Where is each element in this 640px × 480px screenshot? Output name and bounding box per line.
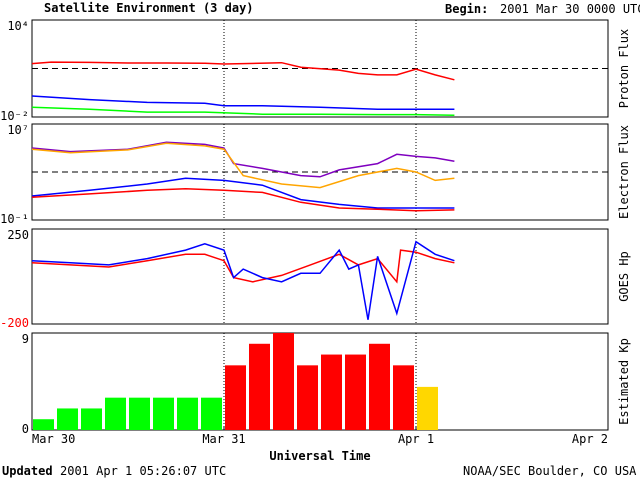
goes_hp-frame [31,228,609,325]
kp-bar [153,397,174,430]
x-tick-label: Apr 2 [572,432,608,446]
goes_hp-series-red [31,249,455,284]
kp-bar [225,365,246,430]
electron-ylabel: Electron Flux [617,125,631,219]
kp-bar [417,386,438,430]
electron-tick-top: 10⁷ [7,123,29,137]
kp-tick-top: 9 [22,332,29,346]
kp-bar [297,365,318,430]
goes_hp-tick-top: 250 [7,228,29,242]
kp-bar [273,333,294,430]
proton-series-green [31,106,455,116]
kp-bar [177,397,198,430]
kp-bar [105,397,126,430]
electron-series-purple [31,141,455,178]
kp-bar [393,365,414,430]
begin-label: Begin: [445,2,489,16]
kp-frame [31,332,609,431]
x-tick-label: Mar 30 [32,432,75,446]
proton-tick-top: 10⁴ [7,19,29,33]
kp-bar [321,354,342,430]
proton-tick-bottom: 10⁻² [0,109,29,123]
kp-bar [129,397,150,430]
kp-ylabel: Estimated Kp [617,338,631,425]
kp-bar [345,354,366,430]
x-tick-label: Apr 1 [398,432,434,446]
kp-tick-bottom: 0 [22,422,29,436]
kp-bar [201,397,222,430]
begin-value: 2001 Mar 30 0000 UTC [500,2,640,16]
goes_hp-series-blue [31,240,455,320]
kp-bar [57,408,78,430]
credit-text: NOAA/SEC Boulder, CO USA [463,464,637,478]
goes_hp-ylabel: GOES Hp [617,251,631,302]
updated-value: 2001 Apr 1 05:26:07 UTC [60,464,227,478]
electron-series-orange [31,142,455,189]
x-tick-label: Mar 31 [202,432,245,446]
proton-ylabel: Proton Flux [617,29,631,108]
kp-bar [249,343,270,430]
goes_hp-tick-bottom: -200 [0,316,29,330]
proton-series-red [31,61,455,81]
x-axis-label: Universal Time [269,449,371,463]
electron-tick-bottom: 10⁻¹ [0,212,29,226]
kp-bar [33,419,54,430]
electron-series-blue [31,177,455,209]
electron-series-red [31,188,455,212]
updated-label: Updated [2,464,53,478]
kp-bar [81,408,102,430]
chart-title: Satellite Environment (3 day) [44,1,254,15]
proton-series-blue [31,95,455,111]
kp-bar [369,343,390,430]
